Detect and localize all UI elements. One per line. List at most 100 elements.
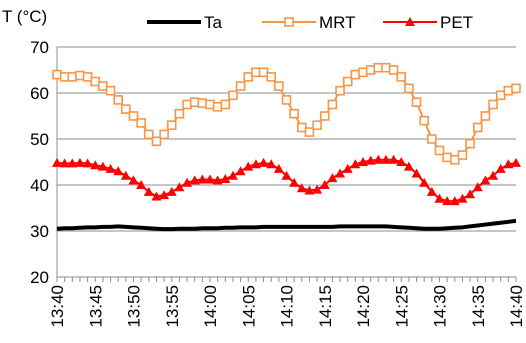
data-point-pet [197,174,208,184]
data-point-mrt [220,99,231,110]
data-point-pet [97,161,108,171]
data-point-pet [90,160,101,170]
data-point-mrt [197,98,208,108]
data-point-mrt [289,108,299,119]
data-point-mrt [159,129,169,140]
data-point-pet [166,186,177,196]
data-point-mrt [350,69,361,80]
data-point-pet [113,166,124,176]
data-point-pet [342,163,353,173]
data-point-mrt [274,81,284,91]
data-point-mrt [388,65,399,75]
data-point-pet [388,154,399,164]
data-point-pet [174,182,185,192]
data-point-mrt [365,65,376,75]
x-tick-label-14-10: 14:10 [278,285,297,328]
data-point-mrt [189,97,200,107]
x-tick-label-14-00: 14:00 [201,285,220,328]
series-pet [52,154,521,206]
data-point-mrt [136,118,146,128]
data-point-mrt [442,152,452,163]
data-point-mrt [457,150,468,160]
data-point-pet [258,157,269,167]
data-point-pet [273,163,284,173]
data-point-mrt [373,62,384,73]
data-point-pet [327,173,338,183]
data-point-pet [151,191,162,201]
data-point-pet [82,158,93,168]
data-point-pet [182,177,193,187]
data-point-mrt [465,138,475,149]
data-point-mrt [266,72,277,82]
x-tick-label-14-30: 14:30 [431,285,450,328]
data-point-mrt [358,67,368,78]
legend: Ta MRT PET [147,13,473,32]
data-point-pet [319,180,330,189]
data-point-mrt [449,154,460,165]
data-point-pet [67,158,78,168]
data-point-pet [488,170,499,180]
data-point-mrt [327,99,338,110]
data-point-mrt [113,95,123,105]
data-point-pet [189,175,200,185]
data-point-mrt [488,99,498,110]
data-point-mrt [75,70,85,81]
data-point-pet [128,175,139,185]
data-point-mrt [52,69,62,80]
series-line-pet [56,158,517,203]
data-point-pet [281,170,292,180]
axes: 20 30 40 50 60 70 13:40 13:45 13:50 13:55 14:00 14:… [30,38,526,328]
series-lines [52,62,521,232]
data-point-mrt [335,85,345,96]
data-point-mrt [434,145,445,156]
data-point-mrt [312,120,322,130]
data-point-mrt [243,72,254,82]
legend-label-ta: Ta [204,13,223,32]
data-point-pet [335,168,346,178]
data-point-pet [350,159,361,169]
x-tick-label-14-40: 14:40 [507,285,526,328]
data-point-mrt [480,111,491,121]
data-point-mrt [105,85,116,96]
data-point-mrt [59,72,70,82]
data-point-pet [449,196,460,206]
data-point-pet [465,189,476,199]
data-point-pet [250,159,261,169]
data-point-pet [403,161,414,171]
gridlines [57,46,516,232]
data-point-mrt [319,111,330,121]
data-point-mrt [419,115,430,126]
data-point-mrt [174,108,185,119]
x-tick-label-14-35: 14:35 [469,285,488,328]
y-tick-label-30: 30 [30,222,49,241]
data-point-mrt [495,90,506,101]
data-point-pet [220,174,231,184]
data-point-mrt [258,67,269,78]
data-point-pet [266,159,277,169]
data-point-pet [434,193,445,203]
data-point-pet [480,175,491,185]
data-point-mrt [251,67,261,78]
data-point-pet [380,154,391,164]
data-point-pet [426,186,437,196]
legend-item-ta: Ta [147,13,223,32]
x-tick-label-13-45: 13:45 [86,285,105,328]
data-point-mrt [304,127,315,137]
data-point-mrt [396,72,407,82]
data-point-pet [52,157,62,167]
data-point-pet [74,157,85,167]
data-point-mrt [98,81,108,91]
data-point-pet [419,177,430,187]
data-point-pet [365,155,376,165]
x-tick-label-14-20: 14:20 [354,285,373,328]
x-tick-label-13-55: 13:55 [163,285,182,328]
data-point-pet [296,183,307,193]
data-point-mrt [281,95,292,105]
legend-marker-pet [405,17,415,26]
data-point-mrt [121,104,131,114]
data-point-mrt [151,136,162,147]
series-mrt [52,62,521,165]
data-point-pet [289,177,300,187]
data-point-pet [373,154,384,164]
